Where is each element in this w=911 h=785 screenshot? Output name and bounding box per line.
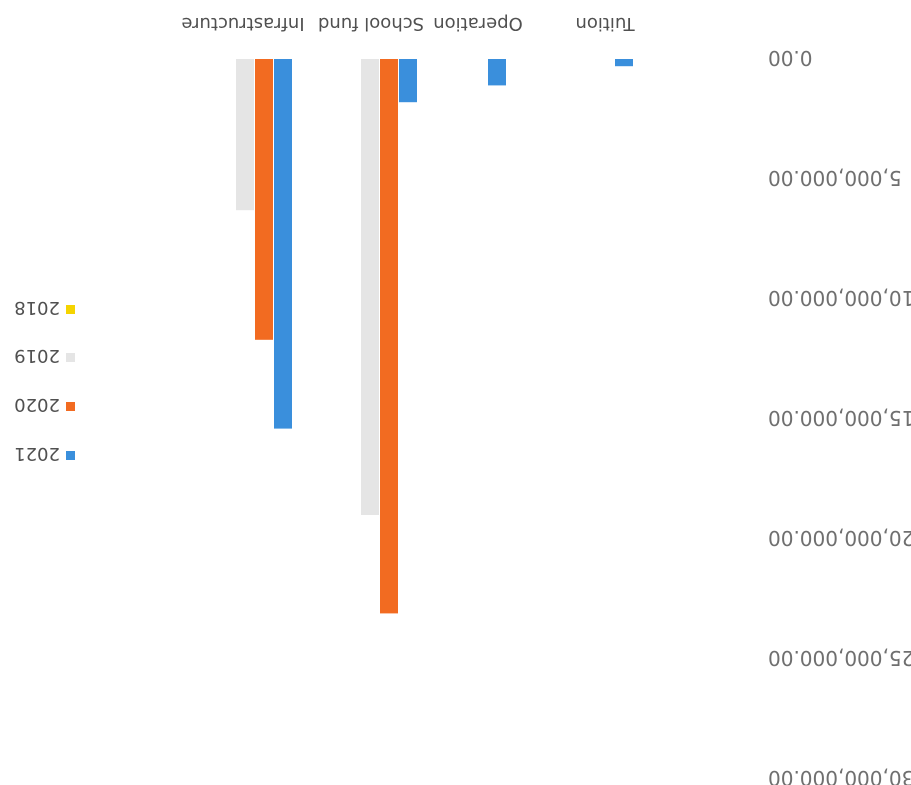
bar-2021-tuition (615, 59, 633, 67)
bar-2020-school-fund (380, 59, 398, 614)
bar-2019-infrastructure (236, 59, 254, 211)
legend: 2021 2020 2019 2018 (14, 297, 75, 464)
legend-label-2019: 2019 (14, 345, 60, 366)
category-label: Infrastructure (181, 13, 304, 34)
legend-swatch-2020 (66, 402, 75, 411)
bar-2020-infrastructure (255, 59, 273, 340)
category-label: Tuition (575, 13, 635, 34)
value-axis: 0.00 5,000,000.00 10,000,000.00 15,000,000.… (768, 46, 911, 785)
category-axis: Tuition Operation School fund Infrastructur… (181, 13, 635, 34)
value-tick-label: 20,000,000.00 (768, 526, 911, 550)
legend-swatch-2019 (66, 353, 75, 362)
bar-2021-operation (488, 59, 506, 86)
legend-label-2018: 2018 (14, 297, 60, 318)
bars (236, 59, 633, 614)
value-tick-label: 30,000,000.00 (768, 766, 911, 785)
legend-label-2021: 2021 (14, 443, 60, 464)
bar-2021-school-fund (399, 59, 417, 103)
category-label: School fund (318, 13, 424, 34)
value-tick-label: 15,000,000.00 (768, 406, 911, 430)
legend-label-2020: 2020 (14, 394, 60, 415)
bar-2021-infrastructure (274, 59, 292, 429)
bar-2019-school-fund (361, 59, 379, 515)
value-tick-label: 25,000,000.00 (768, 646, 911, 670)
value-tick-label: 5,000,000.00 (768, 166, 902, 190)
legend-swatch-2018 (66, 305, 75, 314)
legend-swatch-2021 (66, 451, 75, 460)
value-tick-label: 10,000,000.00 (768, 286, 911, 310)
value-tick-label: 0.00 (768, 46, 813, 70)
category-label: Operation (433, 13, 523, 34)
